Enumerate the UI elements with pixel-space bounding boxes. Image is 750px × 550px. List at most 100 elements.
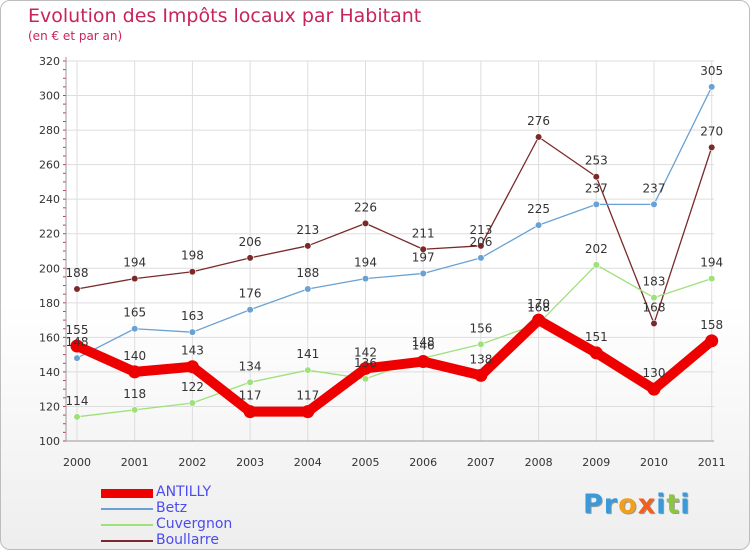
data-label-cuvergnon: 148 (412, 335, 435, 349)
legend-swatch (101, 524, 153, 526)
data-label-betz: 148 (66, 335, 89, 349)
data-point-betz (534, 221, 543, 229)
data-label-boullarre: 213 (296, 223, 319, 237)
x-tick-label: 2007 (467, 456, 495, 469)
data-label-antilly: 140 (123, 349, 146, 363)
data-label-boullarre: 194 (123, 256, 146, 270)
data-label-boullarre: 270 (700, 124, 723, 138)
x-tick-label: 2004 (294, 456, 322, 469)
data-label-antilly: 151 (585, 330, 608, 344)
data-point-boullarre (534, 133, 543, 141)
data-point-cuvergnon (131, 406, 139, 414)
data-label-boullarre: 198 (181, 249, 204, 263)
data-label-cuvergnon: 122 (181, 380, 204, 394)
data-point-antilly (532, 313, 546, 327)
data-label-antilly: 170 (527, 297, 550, 311)
data-label-betz: 237 (643, 181, 666, 195)
y-tick-label: 200 (39, 262, 60, 275)
data-point-boullarre (188, 268, 196, 276)
data-point-boullarre (304, 242, 312, 250)
y-tick-label: 120 (39, 400, 60, 413)
y-tick-label: 280 (39, 124, 60, 137)
data-label-betz: 225 (527, 202, 550, 216)
data-point-boullarre (246, 254, 254, 262)
data-point-betz (708, 83, 716, 91)
legend-label: Boullarre (156, 532, 219, 548)
data-point-antilly (185, 360, 199, 374)
data-label-antilly: 117 (239, 389, 262, 403)
logo-letter: i (656, 489, 667, 520)
data-point-boullarre (650, 319, 658, 328)
data-label-betz: 163 (181, 309, 204, 323)
data-point-antilly (705, 334, 719, 348)
y-tick-label: 220 (39, 228, 60, 241)
data-point-cuvergnon (592, 261, 600, 269)
logo-letter: i (680, 489, 691, 520)
data-label-betz: 305 (700, 64, 723, 78)
data-label-boullarre: 226 (354, 200, 377, 214)
legend-swatch (101, 540, 153, 542)
legend-label: Betz (156, 500, 188, 516)
data-label-betz: 194 (354, 256, 377, 270)
data-label-antilly: 142 (354, 345, 377, 359)
y-tick-label: 160 (39, 331, 60, 344)
x-tick-label: 2002 (178, 456, 206, 469)
logo-letter: r (603, 489, 619, 520)
logo-letter: P (583, 489, 604, 520)
data-label-betz: 188 (296, 266, 319, 280)
proxiti-logo: Proxiti (583, 489, 691, 520)
y-tick-label: 300 (39, 90, 60, 103)
data-label-boullarre: 206 (239, 235, 262, 249)
series-line-cuvergnon (76, 264, 713, 418)
legend-label: ANTILLY (156, 484, 212, 500)
data-point-betz (131, 325, 139, 333)
data-label-cuvergnon: 183 (643, 275, 666, 289)
y-tick-label: 260 (39, 159, 60, 172)
y-tick-label: 240 (39, 193, 60, 206)
data-point-antilly (243, 405, 257, 419)
data-point-antilly (474, 368, 488, 382)
data-label-cuvergnon: 202 (585, 242, 608, 256)
y-tick-label: 100 (39, 435, 60, 448)
data-point-betz (477, 254, 485, 262)
data-point-betz (304, 285, 312, 293)
data-label-cuvergnon: 156 (469, 321, 492, 335)
logo-letter: t (666, 489, 681, 520)
data-label-betz: 237 (585, 181, 608, 195)
x-tick-label: 2001 (121, 456, 149, 469)
y-tick-label: 140 (39, 366, 60, 379)
data-point-boullarre (419, 245, 427, 253)
data-point-betz (361, 275, 370, 283)
data-point-antilly (359, 361, 372, 375)
x-tick-label: 2000 (63, 456, 91, 469)
data-point-antilly (589, 346, 603, 360)
data-label-cuvergnon: 136 (354, 356, 377, 370)
data-point-cuvergnon (304, 366, 312, 374)
data-point-cuvergnon (708, 275, 716, 283)
data-label-cuvergnon: 168 (527, 301, 550, 315)
data-point-cuvergnon (188, 399, 196, 407)
legend-swatch (101, 488, 153, 498)
data-point-betz (650, 200, 658, 208)
data-point-boullarre (131, 275, 139, 283)
series-line-antilly (72, 315, 717, 417)
data-label-boullarre: 211 (412, 226, 435, 240)
x-tick-label: 2003 (236, 456, 264, 469)
data-point-antilly (128, 365, 142, 379)
data-label-betz: 197 (412, 250, 435, 264)
data-label-boullarre: 253 (585, 154, 608, 168)
data-point-cuvergnon (361, 375, 370, 383)
data-label-betz: 206 (469, 235, 492, 249)
chart-title: Evolution des Impôts locaux par Habitant (28, 5, 422, 27)
legend-swatch (101, 508, 153, 510)
y-tick-label: 180 (39, 297, 60, 310)
data-label-antilly: 143 (181, 344, 204, 358)
data-point-cuvergnon (246, 378, 254, 386)
data-point-betz (419, 269, 427, 278)
x-tick-label: 2010 (640, 456, 668, 469)
data-label-antilly: 130 (643, 366, 666, 380)
logo-letter: o (618, 489, 638, 520)
data-label-antilly: 117 (296, 389, 319, 403)
